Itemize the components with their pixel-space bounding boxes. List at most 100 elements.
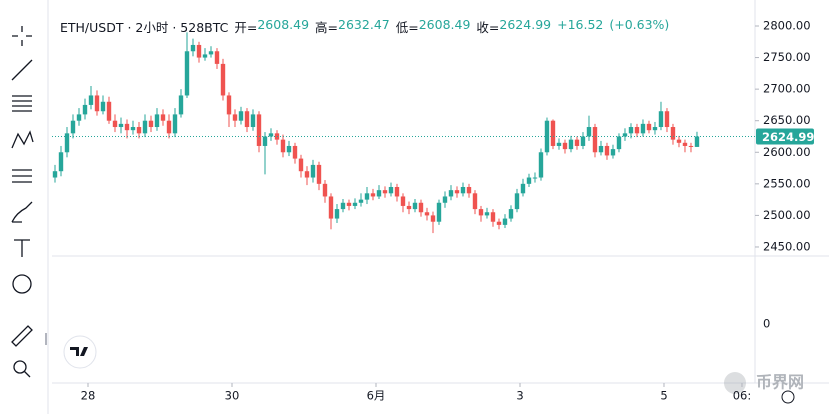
candle-body — [610, 149, 616, 156]
crosshair-tool[interactable] — [12, 26, 32, 46]
candle-body — [88, 95, 94, 105]
y-tick-label: 2750.00 — [763, 50, 811, 64]
x-tick-label: 06: — [733, 389, 752, 403]
legend-value: 2624.99 — [499, 17, 552, 32]
measure-tool[interactable] — [11, 325, 33, 347]
candle-body — [184, 51, 190, 96]
candle-body — [526, 177, 532, 184]
candle-body — [592, 127, 598, 153]
candle-body — [418, 202, 424, 213]
candle-body — [76, 114, 82, 121]
candle-body — [352, 202, 358, 206]
candle-body — [382, 190, 388, 194]
y-tick-label: 2700.00 — [763, 82, 811, 96]
candle-body — [400, 196, 406, 206]
candle-body — [292, 145, 298, 159]
brush-tool[interactable] — [11, 201, 33, 223]
candle-body — [688, 145, 694, 147]
candle-body — [316, 164, 322, 184]
candle-body — [448, 190, 454, 197]
y-tick-label: 2650.00 — [763, 113, 811, 127]
y-tick-label: 2500.00 — [763, 208, 811, 222]
candle-body — [262, 136, 268, 146]
candle-body — [478, 209, 484, 216]
last-price-label: 2624.99 — [762, 130, 814, 144]
lower-y-tick-label: 0 — [763, 317, 770, 331]
candle-body — [202, 54, 208, 58]
candle-body — [502, 218, 508, 225]
candle-body — [238, 111, 244, 121]
candle-body — [694, 136, 700, 147]
candle-body — [670, 127, 676, 140]
text-tool[interactable] — [14, 239, 30, 257]
candle-body — [52, 171, 58, 178]
candle-body — [520, 183, 526, 194]
candle-body — [550, 120, 556, 146]
candle-body — [154, 114, 160, 128]
candle-body — [562, 142, 568, 150]
trendline-tool[interactable] — [11, 59, 33, 81]
candle-body — [376, 190, 382, 197]
legend-low: 低= 2608.49 — [396, 17, 471, 36]
change: +16.52 — [557, 17, 604, 32]
candle-body — [172, 114, 178, 134]
candle-body — [124, 123, 130, 131]
candle-body — [388, 186, 394, 194]
candle-body — [142, 120, 148, 134]
y-tick-label: 2550.00 — [763, 176, 811, 190]
candle-body — [442, 196, 448, 203]
candle-body — [538, 152, 544, 178]
legend-label: 收= — [476, 20, 500, 35]
candle-body — [70, 120, 76, 134]
candle-body — [226, 95, 232, 115]
candle-body — [148, 120, 154, 128]
projection-tool[interactable] — [12, 169, 32, 183]
emoji-tool[interactable] — [12, 274, 32, 294]
candle-body — [160, 114, 166, 121]
candle-body — [658, 111, 664, 128]
candle-body — [640, 123, 646, 134]
candle-body — [556, 142, 562, 146]
legend-value: 2632.47 — [338, 17, 390, 32]
legend-value: 2608.49 — [257, 17, 310, 32]
candle-body — [634, 127, 640, 134]
candle-body — [616, 136, 622, 150]
tv-logo — [63, 335, 97, 369]
candle-body — [652, 127, 658, 131]
candle-body — [304, 171, 310, 178]
candle-body — [436, 202, 442, 222]
zoom-tool[interactable] — [13, 360, 27, 374]
candle-body — [682, 142, 688, 146]
candle-body — [568, 139, 574, 150]
fib-tool[interactable] — [12, 95, 32, 112]
symbol-title: ETH/USDT · 2小时 · 528BTC — [60, 20, 229, 35]
candle-body — [454, 190, 460, 194]
candle-body — [220, 63, 226, 96]
candle-body — [604, 145, 610, 156]
candle-body — [340, 202, 346, 210]
candle-body — [196, 44, 202, 58]
candle-body — [214, 51, 220, 64]
settings-icon[interactable] — [781, 390, 795, 404]
candle-body — [298, 158, 304, 172]
candle-body — [496, 221, 502, 225]
candle-body — [130, 127, 136, 131]
header: ETH/USDT · 2小时 · 528BTC 开= 2608.49 高= 2632… — [60, 17, 669, 36]
x-tick-label: 28 — [81, 389, 96, 403]
legend-label: 开= — [234, 20, 258, 35]
y-tick-label: 2600.00 — [763, 145, 811, 159]
y-tick-label: 2800.00 — [763, 19, 811, 33]
pattern-tool[interactable] — [11, 130, 34, 149]
candle-body — [406, 205, 412, 210]
legend-label: 低= — [395, 20, 419, 35]
legend-value: 2608.49 — [418, 17, 471, 32]
candle-body — [178, 95, 184, 115]
candle-body — [358, 199, 364, 203]
watermark: 币界网 — [756, 373, 804, 392]
candle-body — [346, 202, 352, 206]
candle-body — [286, 145, 292, 153]
candle-body — [622, 133, 628, 137]
candle-body — [322, 183, 328, 197]
